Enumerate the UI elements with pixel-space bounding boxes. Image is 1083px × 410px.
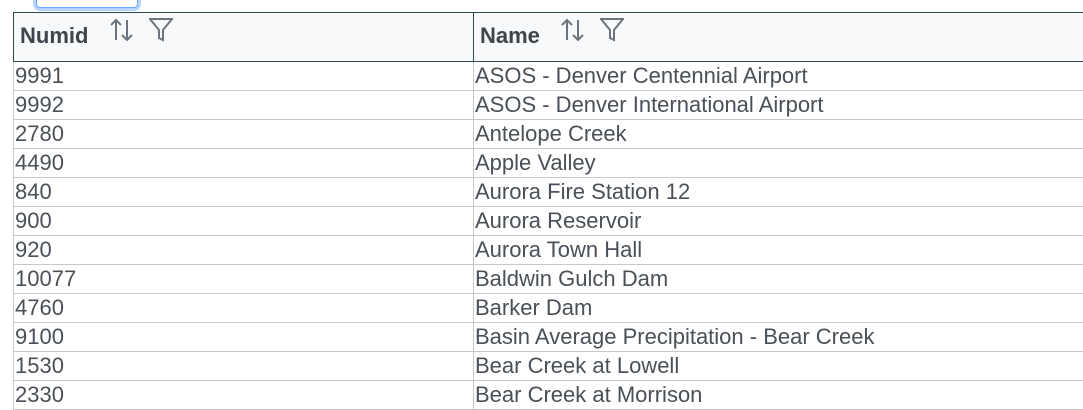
cell-name: ASOS - Denver International Airport — [474, 91, 1083, 120]
cell-name: Aurora Town Hall — [474, 236, 1083, 265]
toolbar-button[interactable] — [36, 0, 138, 8]
column-header-numid[interactable]: Numid — [14, 13, 474, 62]
filter-icon[interactable] — [600, 17, 624, 49]
cell-name: Bear Creek at Morrison — [474, 381, 1083, 410]
cell-name: Apple Valley — [474, 149, 1083, 178]
cell-numid: 840 — [14, 178, 474, 207]
cell-numid: 1530 — [14, 352, 474, 381]
cell-name: Aurora Fire Station 12 — [474, 178, 1083, 207]
cell-name: Aurora Reservoir — [474, 207, 1083, 236]
column-label: Name — [480, 23, 540, 48]
header-row: Numid Name — [14, 13, 1083, 62]
cell-numid: 920 — [14, 236, 474, 265]
cell-name: Basin Average Precipitation - Bear Creek — [474, 323, 1083, 352]
column-header-name[interactable]: Name — [474, 13, 1083, 62]
cell-numid: 4760 — [14, 294, 474, 323]
filter-icon[interactable] — [149, 17, 173, 49]
cell-numid: 9991 — [14, 62, 474, 91]
cell-name: Antelope Creek — [474, 120, 1083, 149]
cell-numid: 9100 — [14, 323, 474, 352]
cell-name: Baldwin Gulch Dam — [474, 265, 1083, 294]
sort-arrows-icon[interactable] — [109, 17, 135, 49]
cell-numid: 2780 — [14, 120, 474, 149]
cell-name: Barker Dam — [474, 294, 1083, 323]
cell-numid: 9992 — [14, 91, 474, 120]
cell-numid: 10077 — [14, 265, 474, 294]
cell-numid: 4490 — [14, 149, 474, 178]
cell-name: ASOS - Denver Centennial Airport — [474, 62, 1083, 91]
sort-arrows-icon[interactable] — [560, 17, 586, 49]
cell-numid: 2330 — [14, 381, 474, 410]
cell-name: Bear Creek at Lowell — [474, 352, 1083, 381]
cell-numid: 900 — [14, 207, 474, 236]
column-label: Numid — [20, 23, 88, 48]
